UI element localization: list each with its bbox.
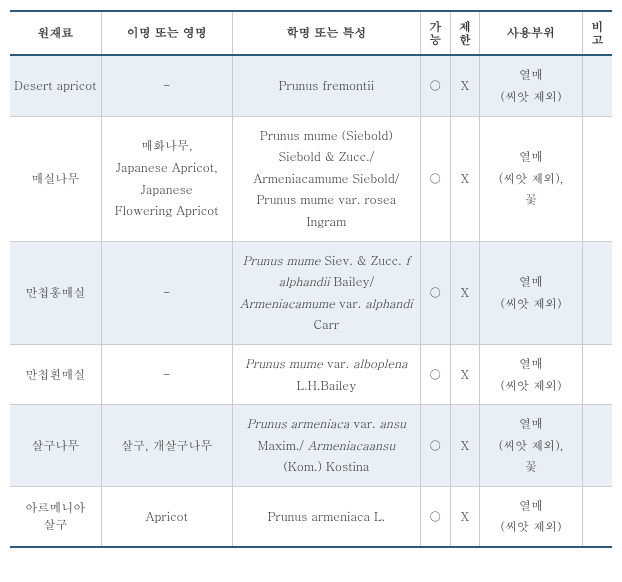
cell-alias: 매화나무,Japanese Apricot,JapaneseFlowering … — [101, 116, 232, 241]
cell-part: 열매(씨앗 제외) — [480, 344, 583, 404]
cell-material: Desert apricot — [10, 55, 101, 116]
cell-note — [582, 55, 612, 116]
header-note: 비고 — [582, 11, 612, 55]
table-header: 원재료 이명 또는 영명 학명 또는 특성 가능 제한 사용부위 비고 — [10, 11, 612, 55]
cell-scientific: Prunus mume (Siebold)Siebold & Zucc./Arm… — [232, 116, 420, 241]
cell-part: 열매(씨앗 제외) — [480, 486, 583, 547]
cell-material: 만첩흰매실 — [10, 344, 101, 404]
cell-possible: ○ — [420, 405, 450, 487]
cell-alias: - — [101, 241, 232, 344]
cell-possible: ○ — [420, 241, 450, 344]
cell-restricted: X — [450, 116, 480, 241]
cell-restricted: X — [450, 55, 480, 116]
table-body: Desert apricot-Prunus fremontii○X열매(씨앗 제… — [10, 55, 612, 547]
cell-note — [582, 116, 612, 241]
cell-part: 열매(씨앗 제외) — [480, 55, 583, 116]
header-material: 원재료 — [10, 11, 101, 55]
table-row: 만첩홍매실-Prunus mume Siev. & Zucc. falphand… — [10, 241, 612, 344]
cell-part: 열매(씨앗 제외),꽃 — [480, 116, 583, 241]
cell-material: 만첩홍매실 — [10, 241, 101, 344]
cell-scientific: Prunus mume var. alboplenaL.H.Bailey — [232, 344, 420, 404]
cell-restricted: X — [450, 344, 480, 404]
ingredients-table: 원재료 이명 또는 영명 학명 또는 특성 가능 제한 사용부위 비고 Dese… — [10, 10, 612, 548]
header-restricted: 제한 — [450, 11, 480, 55]
cell-part: 열매(씨앗 제외) — [480, 241, 583, 344]
cell-restricted: X — [450, 405, 480, 487]
cell-alias: - — [101, 55, 232, 116]
cell-possible: ○ — [420, 55, 450, 116]
cell-alias: 살구, 개살구나무 — [101, 405, 232, 487]
cell-restricted: X — [450, 241, 480, 344]
cell-material: 아르메니아살구 — [10, 486, 101, 547]
cell-possible: ○ — [420, 344, 450, 404]
cell-scientific: Prunus armeniaca var. ansuMaxim./ Armeni… — [232, 405, 420, 487]
cell-possible: ○ — [420, 116, 450, 241]
cell-possible: ○ — [420, 486, 450, 547]
cell-note — [582, 486, 612, 547]
cell-material: 살구나무 — [10, 405, 101, 487]
cell-restricted: X — [450, 486, 480, 547]
cell-note — [582, 241, 612, 344]
header-part: 사용부위 — [480, 11, 583, 55]
header-possible: 가능 — [420, 11, 450, 55]
cell-note — [582, 405, 612, 487]
cell-material: 매실나무 — [10, 116, 101, 241]
table-row: Desert apricot-Prunus fremontii○X열매(씨앗 제… — [10, 55, 612, 116]
table-row: 매실나무매화나무,Japanese Apricot,JapaneseFlower… — [10, 116, 612, 241]
cell-alias: - — [101, 344, 232, 404]
header-alias: 이명 또는 영명 — [101, 11, 232, 55]
cell-part: 열매(씨앗 제외),꽃 — [480, 405, 583, 487]
table-row: 만첩흰매실-Prunus mume var. alboplenaL.H.Bail… — [10, 344, 612, 404]
cell-scientific: Prunus mume Siev. & Zucc. falphandii Bai… — [232, 241, 420, 344]
table-row: 살구나무살구, 개살구나무Prunus armeniaca var. ansuM… — [10, 405, 612, 487]
cell-note — [582, 344, 612, 404]
cell-scientific: Prunus armeniaca L. — [232, 486, 420, 547]
table-row: 아르메니아살구ApricotPrunus armeniaca L.○X열매(씨앗… — [10, 486, 612, 547]
cell-scientific: Prunus fremontii — [232, 55, 420, 116]
cell-alias: Apricot — [101, 486, 232, 547]
header-scientific: 학명 또는 특성 — [232, 11, 420, 55]
